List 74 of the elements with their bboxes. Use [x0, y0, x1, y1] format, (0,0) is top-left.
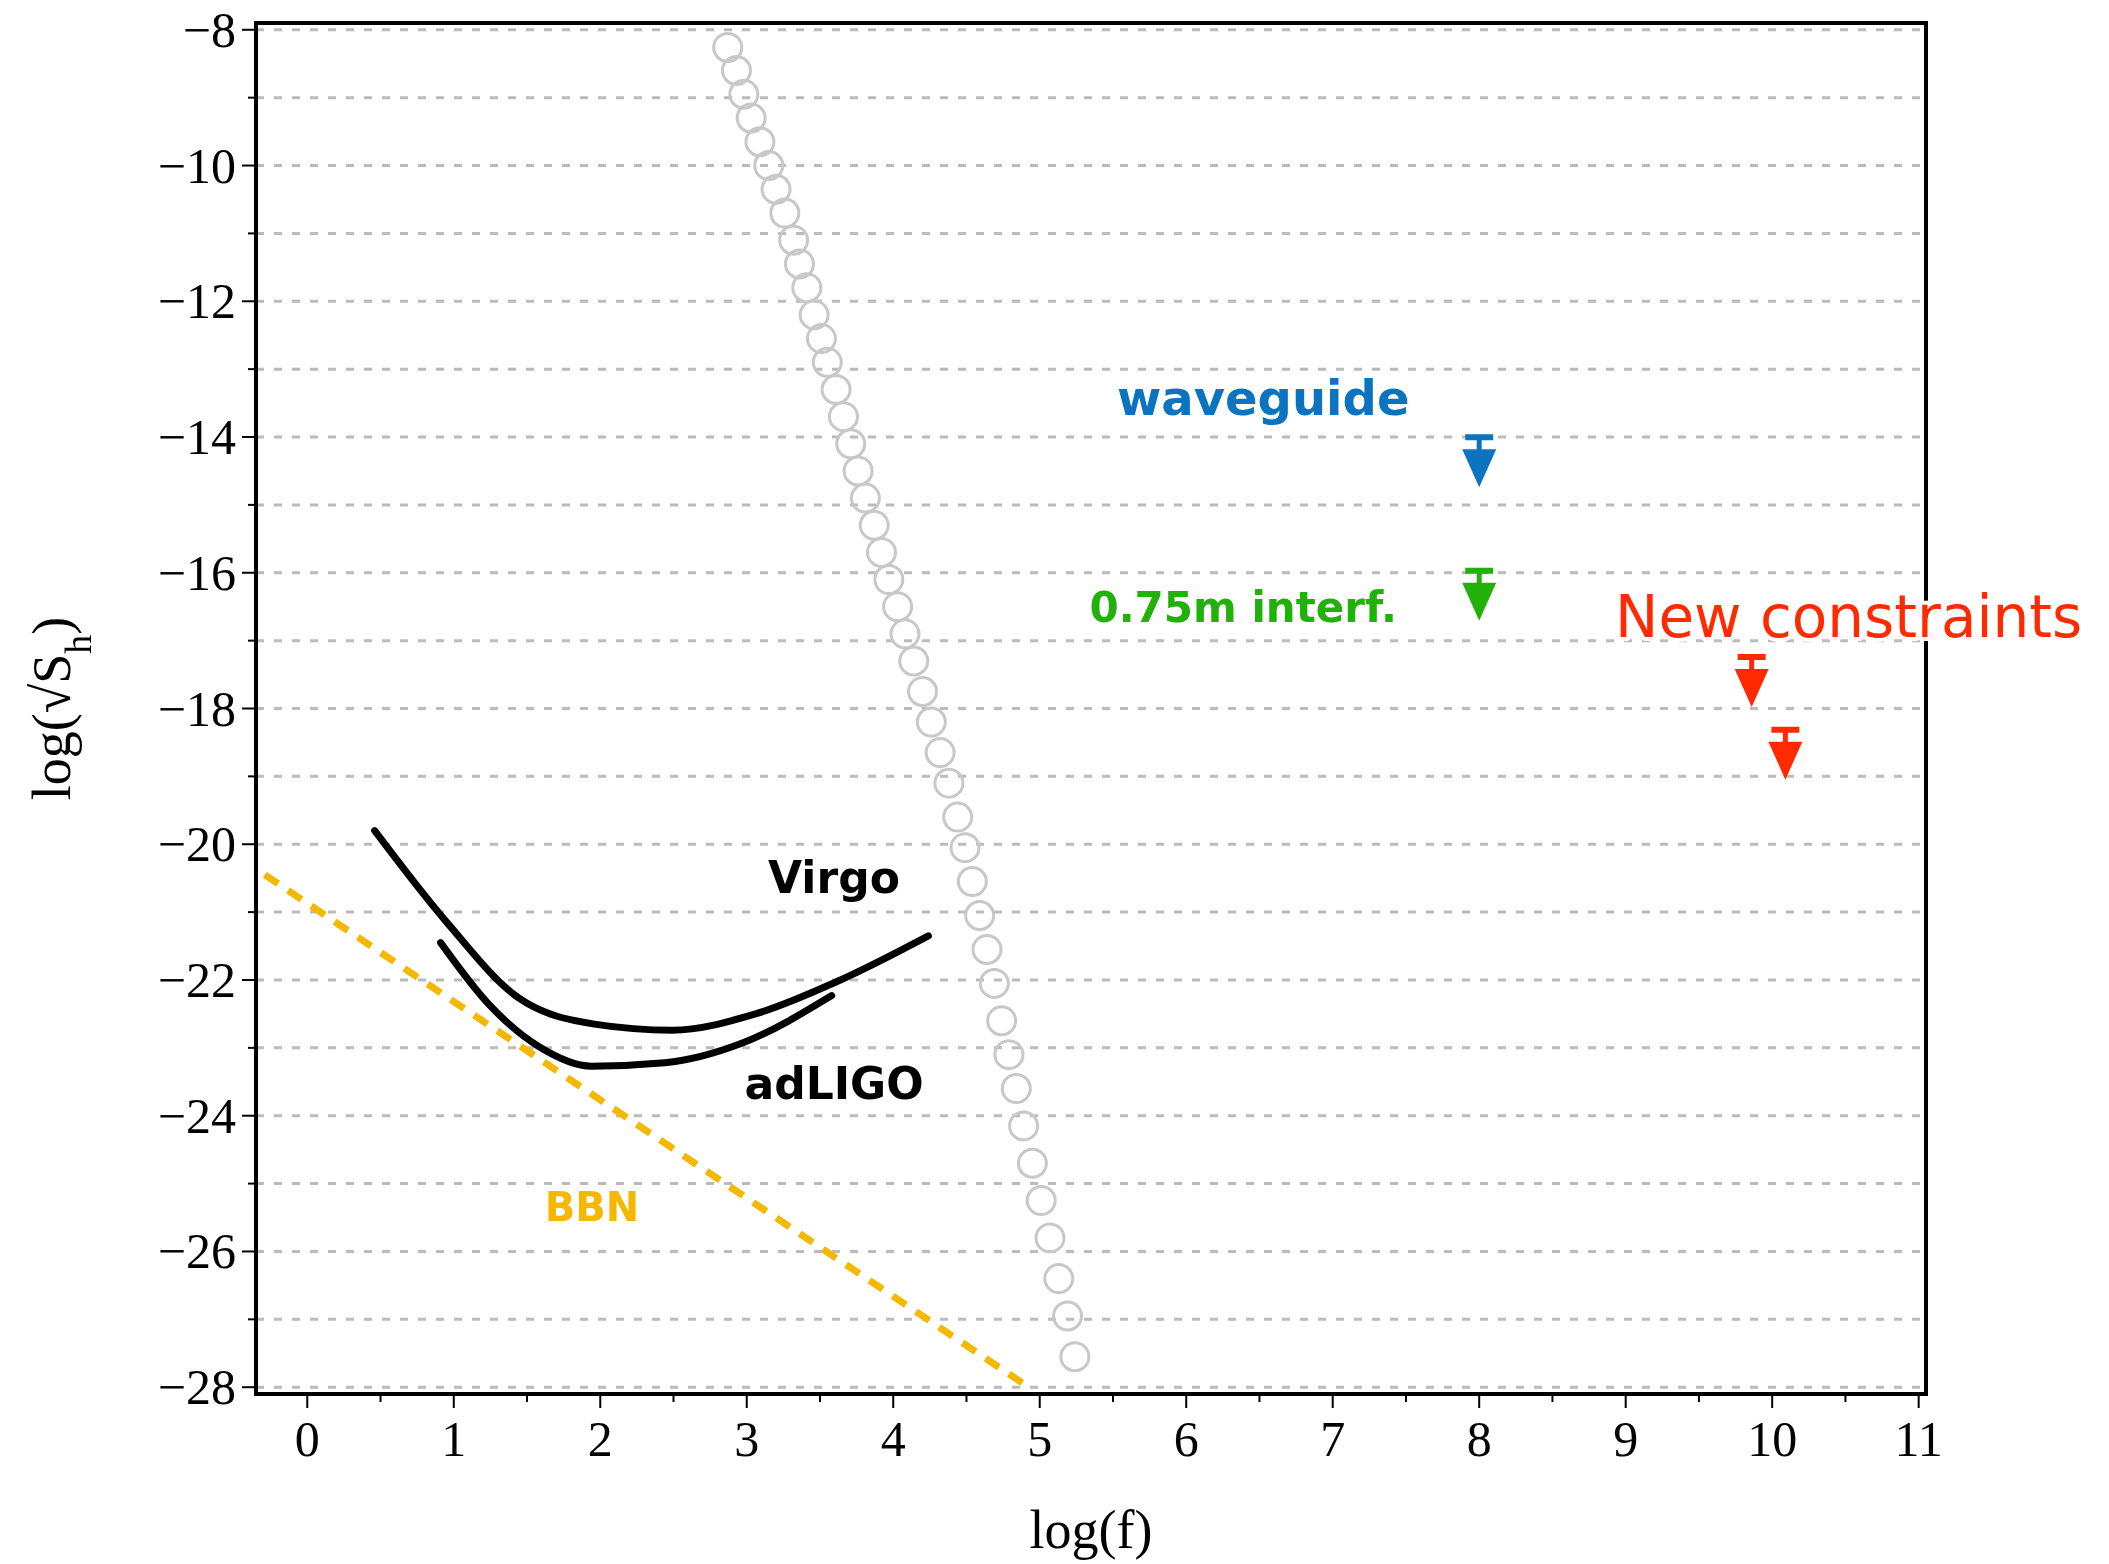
point — [933, 767, 965, 799]
point — [882, 591, 914, 623]
point — [924, 737, 956, 769]
series-label: waveguide — [1116, 370, 1410, 427]
point — [760, 173, 792, 205]
point — [753, 150, 785, 182]
point — [791, 272, 823, 304]
point — [915, 706, 947, 738]
point — [798, 299, 830, 331]
point — [720, 55, 752, 87]
point — [1052, 1300, 1084, 1332]
point — [898, 645, 930, 677]
point — [956, 866, 988, 898]
point — [1000, 1073, 1032, 1105]
x-tick-label: 8 — [1466, 1411, 1492, 1467]
point — [827, 401, 859, 433]
x-tick-label: 2 — [587, 1411, 613, 1467]
point — [728, 78, 760, 110]
series-label: 0.75m interf. — [1089, 583, 1397, 633]
y-tick-label: −24 — [157, 1087, 236, 1144]
y-tick-label: −12 — [157, 273, 236, 330]
point — [820, 374, 852, 406]
point — [1043, 1263, 1075, 1295]
point — [744, 126, 776, 158]
point — [769, 197, 801, 229]
y-tick-label: −16 — [157, 544, 236, 601]
y-tick-label: −22 — [157, 951, 236, 1008]
point — [1016, 1147, 1048, 1179]
x-tick-label: 1 — [441, 1411, 467, 1467]
y-tick-label: −18 — [157, 680, 236, 737]
x-tick-label: 5 — [1027, 1411, 1053, 1467]
point — [858, 509, 890, 541]
x-tick-label: 7 — [1320, 1411, 1346, 1467]
point — [964, 900, 996, 932]
y-tick-label: −28 — [157, 1359, 236, 1416]
point — [712, 31, 744, 63]
point — [907, 676, 939, 708]
point — [778, 224, 810, 256]
y-tick-label: −26 — [157, 1223, 236, 1280]
point — [1059, 1341, 1091, 1373]
series-label: Virgo — [768, 852, 900, 903]
x-axis-title: log(f) — [1029, 1500, 1153, 1560]
point — [835, 428, 867, 460]
point — [1025, 1185, 1057, 1217]
point — [866, 536, 898, 568]
x-tick-label: 4 — [880, 1411, 906, 1467]
point — [1008, 1110, 1040, 1142]
y-tick-label: −20 — [157, 816, 236, 873]
x-tick-label: 9 — [1613, 1411, 1639, 1467]
point — [986, 1005, 1018, 1037]
point — [1034, 1222, 1066, 1254]
point — [889, 618, 921, 650]
x-tick-label: 0 — [294, 1411, 320, 1467]
point — [971, 933, 1003, 965]
x-tick-label: 10 — [1747, 1411, 1798, 1467]
point — [735, 102, 767, 134]
series-label: adLIGO — [744, 1058, 924, 1109]
point — [805, 323, 837, 355]
point — [842, 455, 874, 487]
point — [978, 967, 1010, 999]
point — [873, 564, 905, 596]
y-tick-label: −8 — [182, 1, 236, 58]
point — [993, 1039, 1025, 1071]
point — [783, 248, 815, 280]
x-tick-label: 3 — [734, 1411, 760, 1467]
x-tick-label: 11 — [1894, 1411, 1943, 1467]
x-tick-label: 6 — [1173, 1411, 1199, 1467]
y-tick-label: −10 — [157, 137, 236, 194]
point — [942, 801, 974, 833]
point — [811, 346, 843, 378]
y-tick-label: −14 — [157, 409, 236, 466]
point — [949, 832, 981, 864]
series-label: BBN — [544, 1184, 640, 1230]
point — [849, 482, 881, 514]
